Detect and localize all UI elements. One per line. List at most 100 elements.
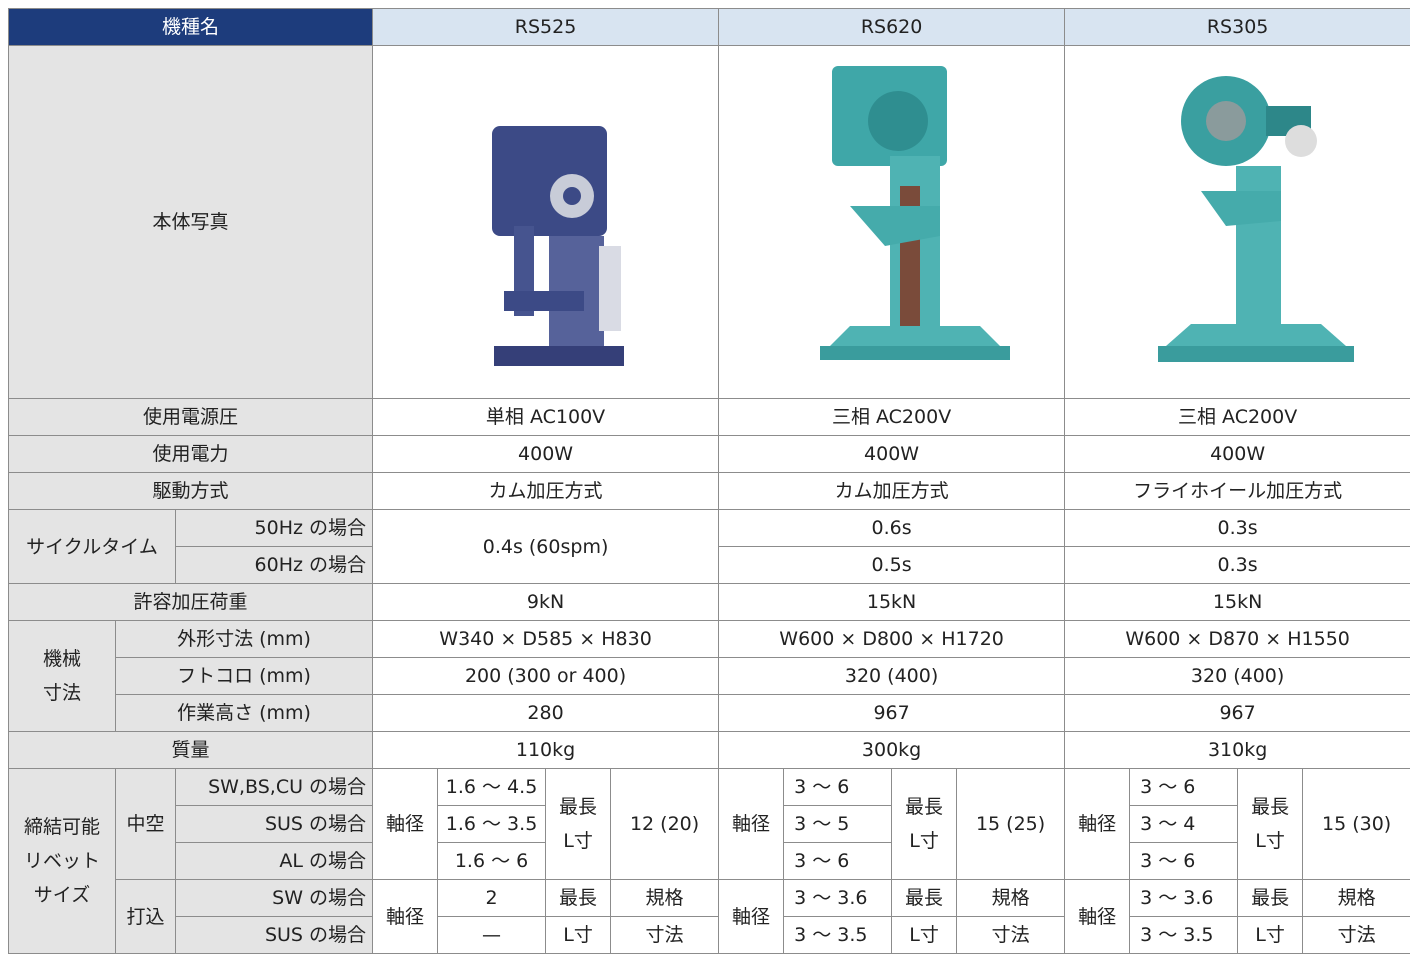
cell: 3 ～ 6 bbox=[784, 769, 892, 806]
cell: 3 ～ 6 bbox=[784, 843, 892, 880]
row-label: 駆動方式 bbox=[9, 473, 373, 510]
cell: カム加圧方式 bbox=[373, 473, 719, 510]
column-header: RS305 bbox=[1065, 9, 1410, 46]
cell: 2 bbox=[438, 880, 546, 917]
row-label: 打込 bbox=[116, 880, 176, 954]
cell: 最長 bbox=[892, 880, 957, 917]
cell: 0.3s bbox=[1065, 547, 1410, 584]
cell: L寸 bbox=[892, 917, 957, 954]
cell: 軸径 bbox=[373, 769, 438, 880]
cell: 最長 L寸 bbox=[1238, 769, 1303, 880]
cell: 400W bbox=[1065, 436, 1410, 473]
row-label: 使用電力 bbox=[9, 436, 373, 473]
cell: — bbox=[438, 917, 546, 954]
cell: W600 × D800 × H1720 bbox=[719, 621, 1065, 658]
row-label: SW の場合 bbox=[176, 880, 373, 917]
cell: 軸径 bbox=[719, 769, 784, 880]
cell: 軸径 bbox=[1065, 880, 1130, 954]
cell: 単相 AC100V bbox=[373, 399, 719, 436]
cell: 3 ～ 6 bbox=[1130, 769, 1238, 806]
table-row: 本体写真 bbox=[9, 46, 1410, 399]
cell: 280 bbox=[373, 695, 719, 732]
cell: 0.4s (60spm) bbox=[373, 510, 719, 584]
row-label: 使用電源圧 bbox=[9, 399, 373, 436]
row-label: SUS の場合 bbox=[176, 917, 373, 954]
row-label: 許容加圧荷重 bbox=[9, 584, 373, 621]
cell: 200 (300 or 400) bbox=[373, 658, 719, 695]
column-header: RS620 bbox=[719, 9, 1065, 46]
row-label: 50Hz の場合 bbox=[176, 510, 373, 547]
row-label: 作業高さ (mm) bbox=[116, 695, 373, 732]
photo-cell bbox=[373, 46, 719, 399]
cell: 最長 L寸 bbox=[892, 769, 957, 880]
cell: 15 (30) bbox=[1303, 769, 1410, 880]
cell: 320 (400) bbox=[719, 658, 1065, 695]
row-label: 本体写真 bbox=[9, 46, 373, 399]
cell: 最長 bbox=[1238, 880, 1303, 917]
machine-photo bbox=[374, 46, 718, 386]
cell: L寸 bbox=[546, 917, 611, 954]
row-label: 質量 bbox=[9, 732, 373, 769]
cell: 3 ～ 3.6 bbox=[784, 880, 892, 917]
cell: 3 ～ 3.6 bbox=[1130, 880, 1238, 917]
cell: 三相 AC200V bbox=[719, 399, 1065, 436]
table-row: フトコロ (mm)200 (300 or 400)320 (400)320 (4… bbox=[9, 658, 1410, 695]
cell: フライホイール加圧方式 bbox=[1065, 473, 1410, 510]
cell: 15kN bbox=[1065, 584, 1410, 621]
cell: 12 (20) bbox=[611, 769, 719, 880]
cell: 3 ～ 3.5 bbox=[1130, 917, 1238, 954]
row-label: 締結可能 リベット サイズ bbox=[9, 769, 116, 954]
row-label: SW,BS,CU の場合 bbox=[176, 769, 373, 806]
row-label: 機種名 bbox=[9, 9, 373, 46]
cell: 9kN bbox=[373, 584, 719, 621]
cell: 300kg bbox=[719, 732, 1065, 769]
row-label: サイクルタイム bbox=[9, 510, 176, 584]
cell: 0.3s bbox=[1065, 510, 1410, 547]
cell: 寸法 bbox=[1303, 917, 1410, 954]
cell: W600 × D870 × H1550 bbox=[1065, 621, 1410, 658]
cell: 規格 bbox=[611, 880, 719, 917]
row-label: フトコロ (mm) bbox=[116, 658, 373, 695]
cell: カム加圧方式 bbox=[719, 473, 1065, 510]
photo-cell bbox=[1065, 46, 1410, 399]
table-row: 駆動方式カム加圧方式カム加圧方式フライホイール加圧方式 bbox=[9, 473, 1410, 510]
cell: 967 bbox=[1065, 695, 1410, 732]
cell: 1.6 ～ 4.5 bbox=[438, 769, 546, 806]
cell: 3 ～ 6 bbox=[1130, 843, 1238, 880]
cell: 110kg bbox=[373, 732, 719, 769]
cell: 軸径 bbox=[1065, 769, 1130, 880]
cell: 3 ～ 4 bbox=[1130, 806, 1238, 843]
cell: 規格 bbox=[957, 880, 1065, 917]
cell: 軸径 bbox=[373, 880, 438, 954]
machine-photo bbox=[1066, 46, 1410, 386]
row-label: 60Hz の場合 bbox=[176, 547, 373, 584]
cell: 軸径 bbox=[719, 880, 784, 954]
cell: 3 ～ 3.5 bbox=[784, 917, 892, 954]
photo-cell bbox=[719, 46, 1065, 399]
cell: 15 (25) bbox=[957, 769, 1065, 880]
cell: 寸法 bbox=[957, 917, 1065, 954]
cell: L寸 bbox=[1238, 917, 1303, 954]
cell: 310kg bbox=[1065, 732, 1410, 769]
cell: W340 × D585 × H830 bbox=[373, 621, 719, 658]
cell: 三相 AC200V bbox=[1065, 399, 1410, 436]
cell: 寸法 bbox=[611, 917, 719, 954]
cell: 320 (400) bbox=[1065, 658, 1410, 695]
cell: 0.5s bbox=[719, 547, 1065, 584]
cell: 規格 bbox=[1303, 880, 1410, 917]
row-label: SUS の場合 bbox=[176, 806, 373, 843]
cell: 最長 bbox=[546, 880, 611, 917]
cell: 0.6s bbox=[719, 510, 1065, 547]
cell: 400W bbox=[719, 436, 1065, 473]
